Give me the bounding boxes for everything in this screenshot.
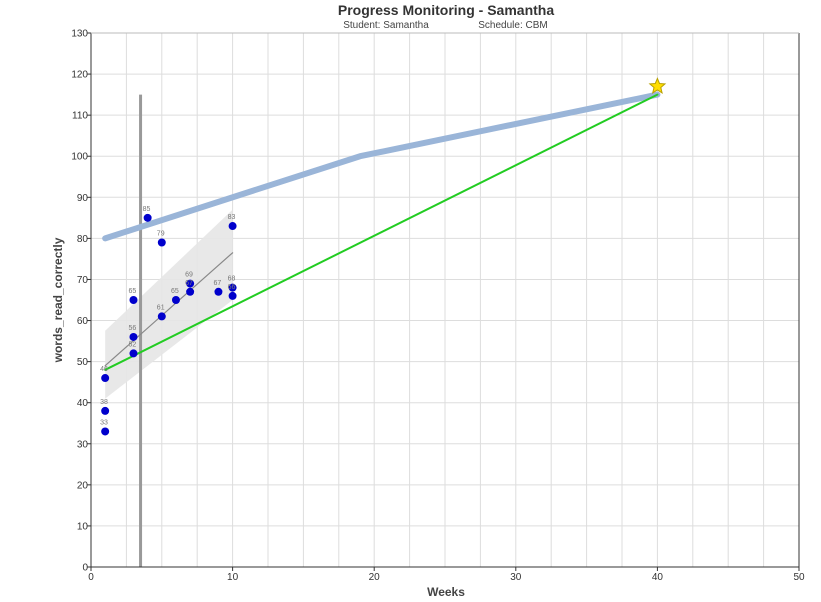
x-axis-label: Weeks (427, 585, 465, 599)
goal-star-icon (648, 77, 667, 94)
confidence-band (105, 209, 233, 399)
data-label: 56 (128, 325, 136, 332)
x-tick-label: 50 (793, 572, 805, 583)
data-point (228, 291, 237, 300)
data-label: 68 (228, 276, 236, 283)
y-tick-label: 40 (77, 398, 89, 409)
y-tick-label: 100 (71, 152, 88, 163)
y-tick-label: 10 (77, 521, 89, 532)
data-label: 61 (157, 304, 165, 311)
y-tick-label: 20 (77, 480, 89, 491)
data-label: 83 (228, 214, 236, 221)
axes (87, 32, 800, 571)
data-point (157, 238, 166, 247)
data-label: 52 (128, 341, 136, 348)
data-point (157, 312, 166, 321)
trend-line (104, 252, 234, 367)
x-tick-label: 40 (652, 572, 664, 583)
y-axis-label: words_read_correctly (51, 237, 65, 363)
data-label: 85 (143, 206, 151, 213)
y-tick-label: 50 (77, 357, 89, 368)
benchmark-line (102, 91, 661, 242)
chart-subtitle-schedule: Schedule: CBM (478, 20, 547, 31)
confidence-band-layer (105, 209, 233, 399)
data-point (186, 287, 195, 296)
data-point (186, 279, 195, 288)
y-tick-label: 110 (72, 111, 88, 122)
data-point (143, 213, 152, 222)
chart-title: Progress Monitoring - Samantha (338, 2, 554, 18)
data-point (101, 406, 110, 415)
data-label: 65 (128, 288, 136, 295)
data-point (101, 374, 110, 383)
data-label: 46 (100, 366, 108, 373)
data-label: 67 (185, 280, 193, 287)
y-tick-label: 80 (77, 234, 89, 245)
lines-layer (102, 91, 661, 567)
data-point (129, 296, 138, 304)
data-point (171, 296, 180, 304)
data-label: 65 (171, 288, 179, 295)
goal-line (104, 93, 659, 371)
data-label: 38 (100, 399, 108, 406)
data-label: 66 (228, 284, 236, 291)
data-point (228, 222, 237, 231)
data-point (129, 349, 138, 358)
x-tick-label: 0 (88, 572, 94, 583)
y-tick-label: 120 (71, 70, 88, 81)
chart-subtitle-student: Student: Samantha (343, 20, 429, 31)
data-label: 69 (185, 272, 193, 279)
y-tick-label: 0 (82, 563, 88, 574)
data-point (228, 283, 237, 292)
data-point (129, 332, 138, 341)
data-point (214, 287, 223, 296)
y-tick-label: 90 (77, 193, 89, 204)
data-label: 67 (213, 280, 221, 287)
y-tick-label: 30 (77, 439, 89, 450)
x-tick-label: 20 (369, 572, 381, 583)
y-tick-label: 60 (77, 316, 89, 327)
data-point (101, 427, 110, 436)
y-tick-label: 70 (77, 275, 89, 286)
data-label: 79 (157, 230, 165, 237)
x-tick-label: 10 (227, 572, 239, 583)
x-tick-label: 30 (510, 572, 522, 583)
y-tick-label: 130 (71, 29, 88, 40)
tick-labels: 0 10 20 30 40 50 60 70 80 90 100 110 120 130 0 10 20 30 40… (71, 29, 805, 584)
data-label: 33 (100, 419, 108, 426)
